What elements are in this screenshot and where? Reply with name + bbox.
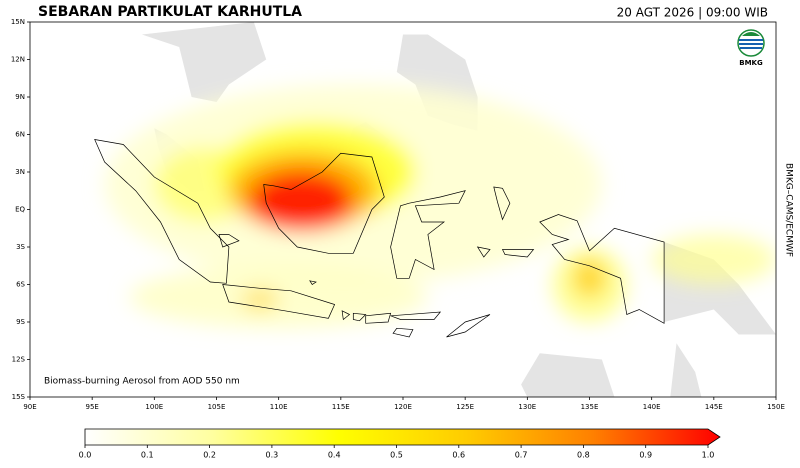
coastline	[263, 152, 385, 254]
coastline	[218, 234, 240, 248]
land-neighbor	[521, 353, 615, 397]
coastline	[392, 327, 414, 338]
y-tick-label: 9S	[16, 318, 25, 326]
x-tick-label: 95E	[85, 403, 98, 411]
plume-area	[651, 234, 776, 285]
x-tick-label: 140E	[643, 403, 661, 411]
colorbar-tick-label: 0.3	[266, 451, 279, 460]
logo-text: BMKG	[739, 59, 763, 67]
title: SEBARAN PARTIKULAT KARHUTLA	[38, 4, 302, 20]
coastline	[390, 311, 442, 320]
y-tick-label: 6N	[15, 131, 25, 139]
y-tick-label: 3N	[15, 168, 25, 176]
coastline	[390, 190, 466, 279]
colorbar-tick-label: 1.0	[702, 451, 715, 460]
land-neighbor	[141, 22, 267, 102]
plume-area	[241, 289, 279, 310]
y-tick-label: 15S	[12, 393, 26, 401]
colorbar-tick-label: 0.7	[515, 451, 528, 460]
land-neighbor	[670, 343, 702, 397]
x-tick-label: 115E	[332, 403, 350, 411]
source: BMKG–CAMS/ECMWF	[784, 163, 794, 257]
plume-area	[573, 259, 606, 297]
coastline	[94, 139, 230, 284]
coastline	[493, 186, 511, 221]
coastline	[341, 310, 351, 321]
colorbar-tick-label: 0.2	[203, 451, 216, 460]
coastline	[446, 314, 491, 338]
x-tick-label: 135E	[581, 403, 599, 411]
annotation: Biomass-burning Aerosol from AOD 550 nm	[44, 377, 240, 387]
timestamp: 20 AGT 2026 | 09:00 WIB	[617, 6, 768, 20]
x-tick-label: 150E	[767, 403, 785, 411]
x-tick-label: 125E	[456, 403, 474, 411]
y-tick-label: 3S	[16, 243, 25, 251]
coastline	[476, 246, 491, 258]
colorbar	[84, 428, 721, 446]
x-tick-label: 145E	[705, 403, 723, 411]
y-tick-label: EQ	[15, 206, 25, 214]
coastline	[501, 249, 535, 258]
coastline	[352, 312, 367, 322]
colorbar-tick-label: 0.8	[577, 451, 590, 460]
colorbar-tick-label: 0.9	[639, 451, 652, 460]
coastline	[539, 214, 665, 324]
colorbar-tick-label: 0.1	[141, 451, 154, 460]
coastline	[309, 280, 317, 285]
y-tick-label: 6S	[16, 281, 25, 289]
y-tick-label: 9N	[15, 93, 25, 101]
x-tick-label: 100E	[145, 403, 163, 411]
plume-area	[129, 265, 428, 329]
colorbar-tick-label: 0.4	[328, 451, 341, 460]
logo: BMKG	[737, 29, 765, 67]
coastline	[222, 284, 336, 319]
colorbar-tick-label: 0.6	[452, 451, 465, 460]
colorbar-tick-label: 0.5	[390, 451, 403, 460]
x-tick-label: 110E	[270, 403, 288, 411]
coastline	[365, 312, 392, 324]
plume-area	[248, 170, 354, 231]
map-area	[30, 22, 776, 397]
colorbar-tick-label: 0.0	[79, 451, 92, 460]
x-tick-label: 130E	[518, 403, 536, 411]
y-tick-label: 12S	[12, 356, 26, 364]
x-tick-label: 120E	[394, 403, 412, 411]
x-tick-label: 105E	[208, 403, 226, 411]
y-tick-label: 15N	[11, 18, 25, 26]
x-tick-label: 90E	[23, 403, 36, 411]
y-tick-label: 12N	[11, 56, 25, 64]
